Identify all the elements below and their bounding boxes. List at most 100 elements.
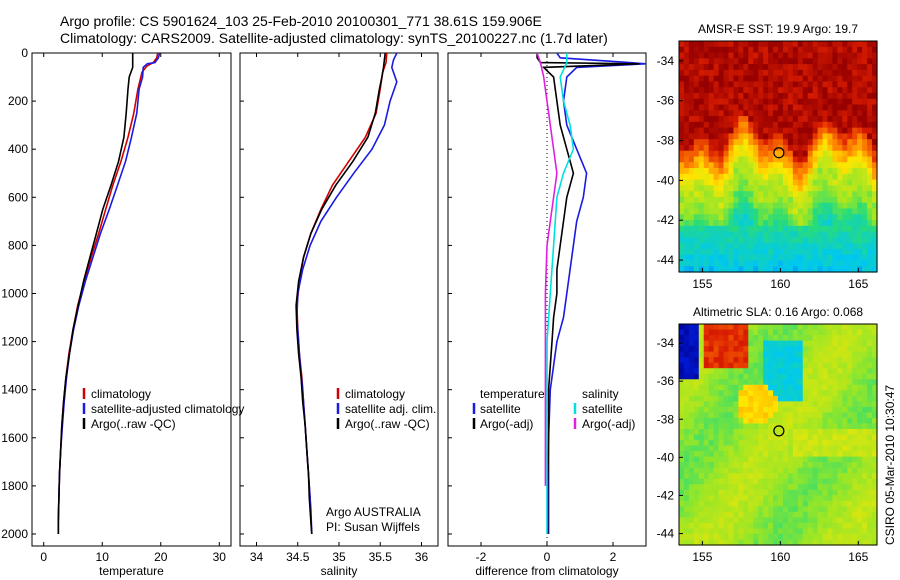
map-cell — [807, 373, 814, 380]
map-cell — [872, 98, 878, 106]
map-cell — [787, 191, 794, 198]
map-cell — [842, 401, 848, 408]
map-cell — [738, 384, 744, 391]
map-cell — [703, 46, 710, 54]
map-cell — [768, 214, 774, 221]
map-cell — [827, 243, 834, 250]
map-cell — [862, 127, 868, 135]
map-cell — [847, 168, 853, 175]
map-cell — [728, 208, 735, 215]
map-cell — [768, 495, 774, 502]
map-cell — [773, 417, 779, 425]
map-cell — [708, 478, 715, 485]
map-cell — [787, 489, 794, 496]
map-cell — [802, 412, 809, 419]
map-cell — [797, 208, 804, 215]
map-cell — [753, 500, 759, 507]
map-cell — [698, 110, 705, 117]
map-cell — [867, 173, 873, 181]
map-cell — [782, 428, 789, 436]
map-cell — [713, 428, 720, 436]
map-cell — [738, 64, 744, 71]
map-cell — [683, 351, 690, 358]
map-cell — [778, 179, 784, 186]
map-cell — [703, 495, 710, 502]
y-tick-label: -34 — [657, 336, 675, 350]
map-cell — [758, 58, 764, 65]
map-cell — [773, 133, 779, 140]
map-cell — [768, 156, 774, 163]
map-cell — [847, 451, 853, 458]
map-cell — [723, 428, 730, 436]
map-cell — [872, 168, 878, 175]
map-cell — [728, 473, 735, 480]
map-cell — [698, 133, 705, 140]
map-cell — [773, 390, 779, 397]
map-cell — [698, 362, 705, 369]
map-cell — [822, 214, 829, 221]
map-cell — [743, 395, 749, 402]
map-cell — [832, 52, 838, 59]
map-cell — [778, 390, 784, 397]
map-cell — [738, 179, 744, 186]
map-cell — [738, 395, 744, 402]
map-cell — [733, 467, 739, 474]
map-cell — [778, 220, 784, 227]
map-cell — [867, 462, 873, 469]
map-cell — [812, 390, 819, 397]
map-cell — [817, 428, 824, 436]
map-cell — [718, 208, 725, 215]
plot-frame — [239, 52, 439, 547]
map-cell — [837, 75, 843, 83]
map-cell — [847, 87, 853, 94]
map-cell — [847, 150, 853, 158]
legend-label: climatology — [345, 387, 405, 401]
map-cell — [738, 185, 744, 192]
map-cell — [708, 384, 715, 391]
map-cell — [683, 231, 690, 238]
map-cell — [847, 533, 853, 541]
map-cell — [763, 506, 769, 513]
map-cell — [698, 237, 705, 244]
map-cell — [748, 445, 754, 452]
map-cell — [679, 150, 685, 158]
map-cell — [748, 379, 754, 386]
map-cell — [792, 533, 799, 541]
map-cell — [792, 428, 799, 436]
map-cell — [822, 87, 829, 94]
map-cell — [827, 237, 834, 244]
map-cell — [827, 362, 834, 369]
map-cell — [802, 390, 809, 397]
map-cell — [782, 243, 789, 250]
map-cell — [782, 46, 789, 54]
map-cell — [872, 379, 878, 386]
map-cell — [807, 522, 814, 530]
map-cell — [763, 69, 769, 77]
map-cell — [778, 434, 784, 441]
map-cell — [723, 533, 730, 541]
map-cell — [817, 456, 824, 463]
map-cell — [723, 69, 730, 77]
map-cell — [807, 191, 814, 198]
map-cell — [768, 379, 774, 386]
map-cell — [698, 179, 705, 186]
map-cell — [847, 110, 853, 117]
map-cell — [753, 379, 759, 386]
map-cell — [738, 340, 744, 347]
map-cell — [693, 395, 700, 402]
map-cell — [862, 225, 868, 233]
map-cell — [758, 412, 764, 419]
map-cell — [728, 139, 735, 146]
map-cell — [872, 260, 878, 267]
map-cell — [778, 517, 784, 524]
map-cell — [857, 237, 863, 244]
map-cell — [738, 127, 744, 135]
map-cell — [862, 116, 868, 123]
map-cell — [822, 254, 829, 262]
map-cell — [822, 104, 829, 111]
map-cell — [688, 231, 695, 238]
map-cell — [827, 127, 834, 135]
map-cell — [683, 133, 690, 140]
map-cell — [847, 401, 853, 408]
map-cell — [792, 373, 799, 380]
